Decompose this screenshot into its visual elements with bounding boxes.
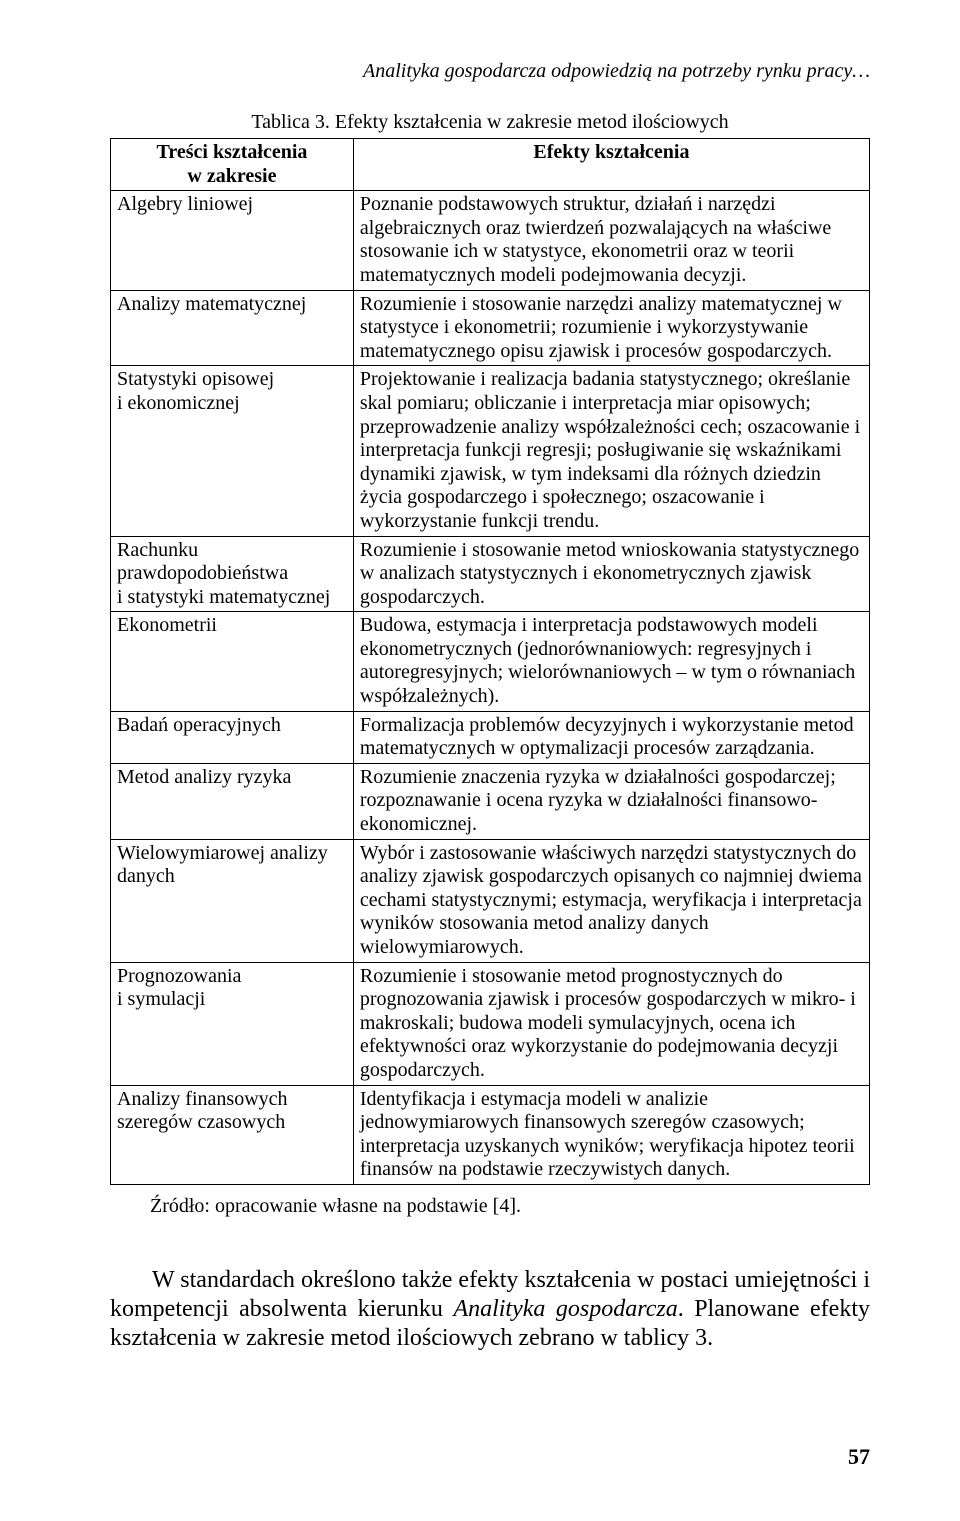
row-right: Poznanie podstawowych struktur, działań … [353,191,869,290]
row-right: Budowa, estymacja i interpretacja podsta… [353,612,869,711]
row-left: Rachunku prawdopodobieństwai statystyki … [111,536,354,612]
page-number: 57 [110,1444,870,1470]
table-caption: Tablica 3. Efekty kształcenia w zakresie… [110,111,870,134]
source-note: Źródło: opracowanie własne na podstawie … [150,1195,870,1218]
row-left: Metod analizy ryzyka [111,763,354,839]
row-left: Prognozowaniai symulacji [111,962,354,1085]
body-paragraph: W standardach określono także efekty ksz… [110,1266,870,1354]
row-right: Formalizacja problemów decyzyjnych i wyk… [353,711,869,763]
row-right: Rozumienie i stosowanie metod wnioskowan… [353,536,869,612]
row-left: Statystyki opisoweji ekonomicznej [111,366,354,536]
table-row: Analizy finansowych szeregów czasowych I… [111,1085,870,1184]
table-header-row: Treści kształceniaw zakresie Efekty kszt… [111,139,870,191]
row-right: Rozumienie znaczenia ryzyka w działalnoś… [353,763,869,839]
table-row: Metod analizy ryzyka Rozumienie znaczeni… [111,763,870,839]
header-right: Efekty kształcenia [353,139,869,191]
table-row: Prognozowaniai symulacji Rozumienie i st… [111,962,870,1085]
row-right: Projektowanie i realizacja badania staty… [353,366,869,536]
row-left: Analizy finansowych szeregów czasowych [111,1085,354,1184]
row-right: Identyfikacja i estymacja modeli w anali… [353,1085,869,1184]
table-row: Ekonometrii Budowa, estymacja i interpre… [111,612,870,711]
table-row: Analizy matematycznej Rozumienie i stoso… [111,290,870,366]
running-header: Analityka gospodarcza odpowiedzią na pot… [110,60,870,83]
table-row: Algebry liniowej Poznanie podstawowych s… [111,191,870,290]
paragraph-italic: Analityka gospodarcza [453,1296,677,1322]
row-left: Algebry liniowej [111,191,354,290]
table-row: Rachunku prawdopodobieństwai statystyki … [111,536,870,612]
row-left: Badań operacyjnych [111,711,354,763]
row-left: Ekonometrii [111,612,354,711]
effects-table: Treści kształceniaw zakresie Efekty kszt… [110,138,870,1185]
row-right: Wybór i zastosowanie właściwych narzędzi… [353,839,869,962]
row-right: Rozumienie i stosowanie narzędzi analizy… [353,290,869,366]
row-right: Rozumienie i stosowanie metod prognostyc… [353,962,869,1085]
table-row: Badań operacyjnych Formalizacja problemó… [111,711,870,763]
header-left: Treści kształceniaw zakresie [111,139,354,191]
table-row: Statystyki opisoweji ekonomicznej Projek… [111,366,870,536]
row-left: Analizy matematycznej [111,290,354,366]
table-row: Wielowymiarowej analizy danych Wybór i z… [111,839,870,962]
row-left: Wielowymiarowej analizy danych [111,839,354,962]
